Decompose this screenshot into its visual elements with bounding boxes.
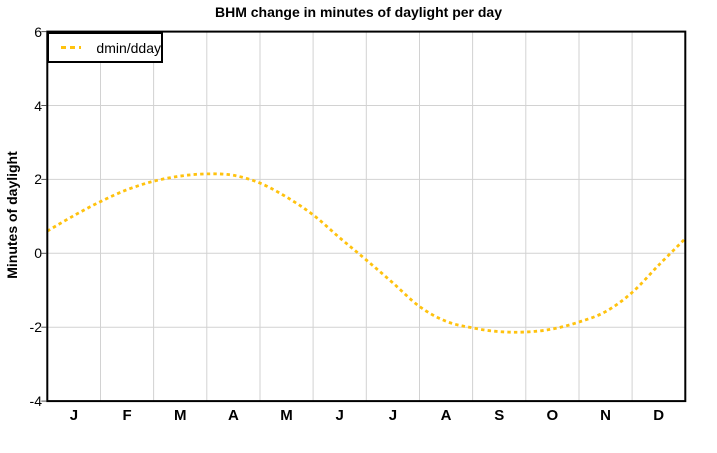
x-month-label: O xyxy=(546,407,559,424)
legend-line-sample-icon xyxy=(61,46,82,49)
y-tick-label: -2 xyxy=(29,319,42,336)
x-month-label: J xyxy=(388,407,398,424)
x-month-label: N xyxy=(600,407,611,424)
x-month-label: S xyxy=(494,407,505,424)
x-month-label: F xyxy=(122,407,132,424)
y-tick-label: 6 xyxy=(34,23,42,40)
y-tick-label: 0 xyxy=(34,245,42,262)
x-month-label: J xyxy=(335,407,344,424)
plot-border xyxy=(46,30,687,403)
x-month-label: D xyxy=(653,407,665,424)
legend-label: dmin/dday xyxy=(96,39,161,56)
x-month-label: A xyxy=(440,407,452,424)
y-tick-label: 4 xyxy=(34,97,42,114)
y-tick-label: -4 xyxy=(29,393,42,410)
y-tick-label: 2 xyxy=(34,171,42,188)
legend: dmin/dday xyxy=(47,32,163,63)
chart-title: BHM change in minutes of daylight per da… xyxy=(214,4,503,20)
x-month-label: M xyxy=(280,407,293,424)
x-month-label: J xyxy=(69,407,79,424)
x-month-label: A xyxy=(227,407,239,424)
series-dmin-dday-line xyxy=(46,172,687,334)
x-month-label: M xyxy=(173,407,187,424)
